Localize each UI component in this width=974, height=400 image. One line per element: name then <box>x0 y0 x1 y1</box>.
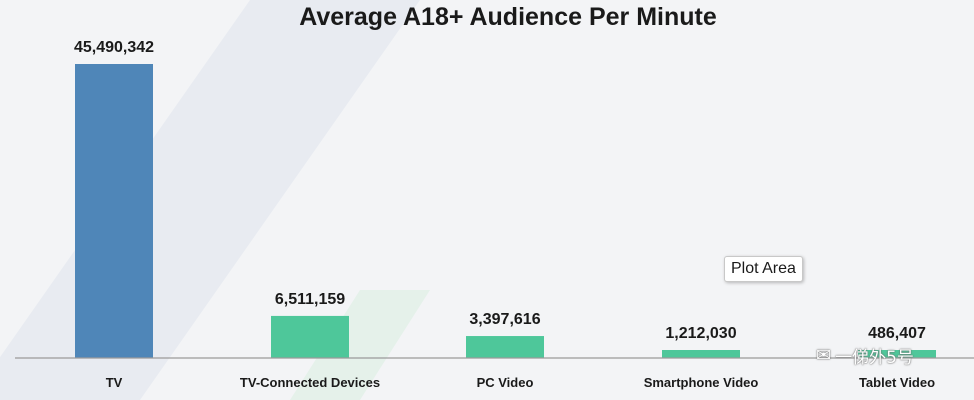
category-label: Smartphone Video <box>644 375 759 390</box>
background-stripe-light <box>290 290 430 400</box>
chart-title: Average A18+ Audience Per Minute <box>299 3 717 31</box>
wechat-icon: ✉ <box>816 345 832 366</box>
bar-tv[interactable] <box>75 64 153 358</box>
bars-layer <box>75 64 936 358</box>
bar-smartphone-video[interactable] <box>662 350 740 358</box>
value-label: 6,511,159 <box>275 291 345 308</box>
plot-area-tooltip: Plot Area <box>724 256 803 282</box>
value-label: 1,212,030 <box>665 325 736 342</box>
bar-tablet-video[interactable] <box>858 350 936 358</box>
category-label: TV <box>106 375 123 390</box>
bar-pc-video[interactable] <box>466 336 544 358</box>
value-label: 45,490,342 <box>74 39 154 56</box>
value-label: 486,407 <box>868 325 926 342</box>
watermark-text: 一俤外5号 <box>835 348 914 368</box>
value-label: 3,397,616 <box>469 311 540 328</box>
labels-layer: 45,490,342 TV 6,511,159 TV-Connected Device… <box>74 39 935 390</box>
bar-tv-connected-devices[interactable] <box>271 315 349 358</box>
category-label: Tablet Video <box>859 375 935 390</box>
category-label: PC Video <box>477 375 534 390</box>
category-label: TV-Connected Devices <box>240 375 380 390</box>
watermark: ✉ 一俤外5号 <box>816 343 914 368</box>
